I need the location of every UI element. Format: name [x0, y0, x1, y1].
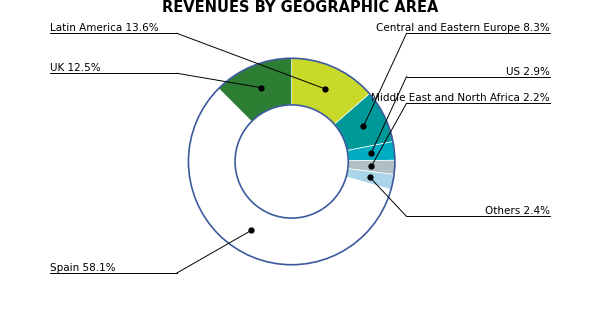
Text: UK 12.5%: UK 12.5%: [50, 63, 101, 73]
Wedge shape: [346, 169, 394, 190]
Wedge shape: [334, 94, 393, 151]
Wedge shape: [347, 141, 395, 161]
Text: Spain 58.1%: Spain 58.1%: [50, 263, 116, 273]
Wedge shape: [292, 58, 370, 124]
Text: Central and Eastern Europe 8.3%: Central and Eastern Europe 8.3%: [376, 23, 550, 33]
Wedge shape: [348, 160, 395, 174]
Text: Middle East and North Africa 2.2%: Middle East and North Africa 2.2%: [371, 93, 550, 103]
Wedge shape: [188, 89, 391, 265]
Text: Others 2.4%: Others 2.4%: [485, 206, 550, 216]
Text: US 2.9%: US 2.9%: [506, 67, 550, 77]
Text: REVENUES BY GEOGRAPHIC AREA: REVENUES BY GEOGRAPHIC AREA: [162, 0, 438, 15]
Text: Latin America 13.6%: Latin America 13.6%: [50, 23, 159, 33]
Wedge shape: [218, 58, 292, 121]
